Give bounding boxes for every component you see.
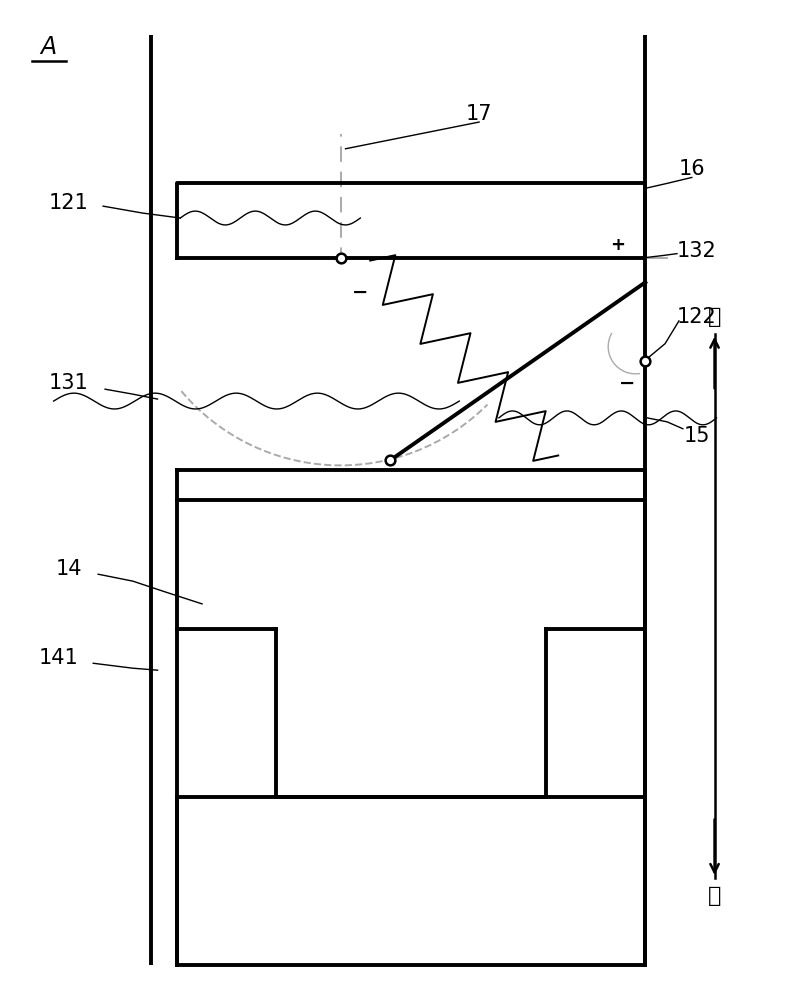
Text: 122: 122: [677, 307, 717, 327]
Text: A: A: [41, 35, 57, 59]
Text: 141: 141: [39, 648, 79, 668]
Text: −: −: [352, 283, 369, 302]
Text: 上: 上: [708, 307, 722, 327]
Text: 下: 下: [708, 886, 722, 906]
Text: 131: 131: [49, 373, 88, 393]
Text: 132: 132: [677, 241, 717, 261]
Text: 15: 15: [684, 426, 710, 446]
Text: −: −: [619, 374, 636, 393]
Text: 16: 16: [678, 159, 705, 179]
Text: 121: 121: [49, 193, 88, 213]
Text: +: +: [610, 236, 625, 254]
Text: 14: 14: [55, 559, 82, 579]
Text: 17: 17: [466, 104, 492, 124]
